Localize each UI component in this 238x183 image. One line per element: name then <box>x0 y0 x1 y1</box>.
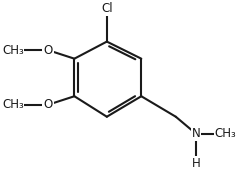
Text: O: O <box>43 44 53 57</box>
Text: CH₃: CH₃ <box>2 44 24 57</box>
Text: CH₃: CH₃ <box>2 98 24 111</box>
Text: Cl: Cl <box>101 2 113 15</box>
Text: N: N <box>192 127 200 140</box>
Text: CH₃: CH₃ <box>214 127 236 140</box>
Text: O: O <box>43 98 53 111</box>
Text: H: H <box>192 157 200 170</box>
